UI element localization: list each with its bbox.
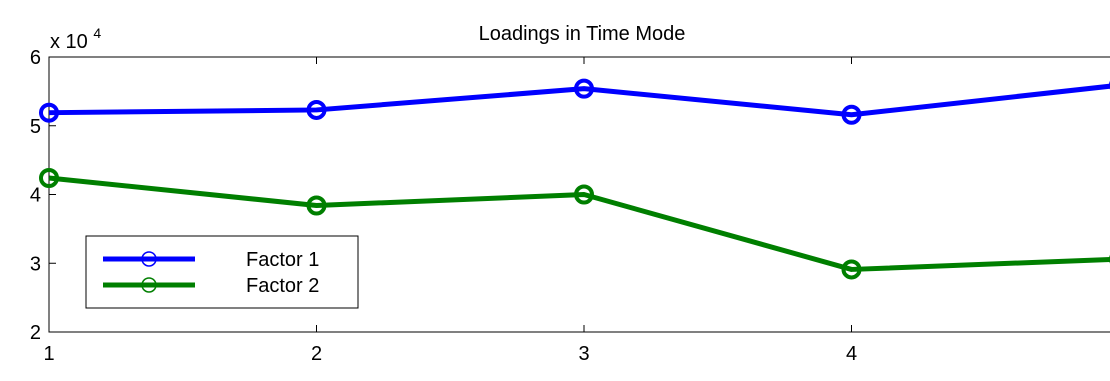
legend-label: Factor 1 (246, 249, 319, 271)
series-line-2 (48, 175, 1110, 272)
y-scale-multiplier: x 10 4 (50, 25, 101, 53)
y-tick-label: 5 (30, 116, 41, 138)
x-tick-label: 3 (578, 343, 589, 365)
data-point (574, 78, 594, 99)
y-tick-label: 4 (30, 185, 41, 207)
legend: Factor 1 Factor 2 (85, 235, 359, 309)
data-point (306, 195, 327, 216)
x-tick-label: 2 (311, 343, 322, 365)
y-tick-label: 3 (30, 253, 41, 275)
y-scale-exponent: 4 (93, 25, 101, 41)
chart-title: Loadings in Time Mode (479, 23, 686, 45)
legend-marker (141, 277, 157, 293)
series-line-1 (48, 83, 1110, 118)
y-scale-base: x 10 (50, 31, 88, 53)
x-tick-label: 4 (846, 343, 857, 365)
data-point (306, 99, 327, 120)
legend-box (85, 235, 359, 309)
legend-label: Factor 2 (246, 275, 319, 297)
y-tick-label: 6 (30, 47, 41, 69)
legend-marker (141, 251, 157, 267)
x-tick-label: 1 (43, 343, 54, 365)
data-point (841, 259, 862, 280)
data-point (841, 104, 862, 125)
data-point (39, 102, 59, 123)
data-point (39, 168, 59, 188)
y-tick-label: 2 (30, 322, 41, 344)
data-point (574, 184, 594, 205)
